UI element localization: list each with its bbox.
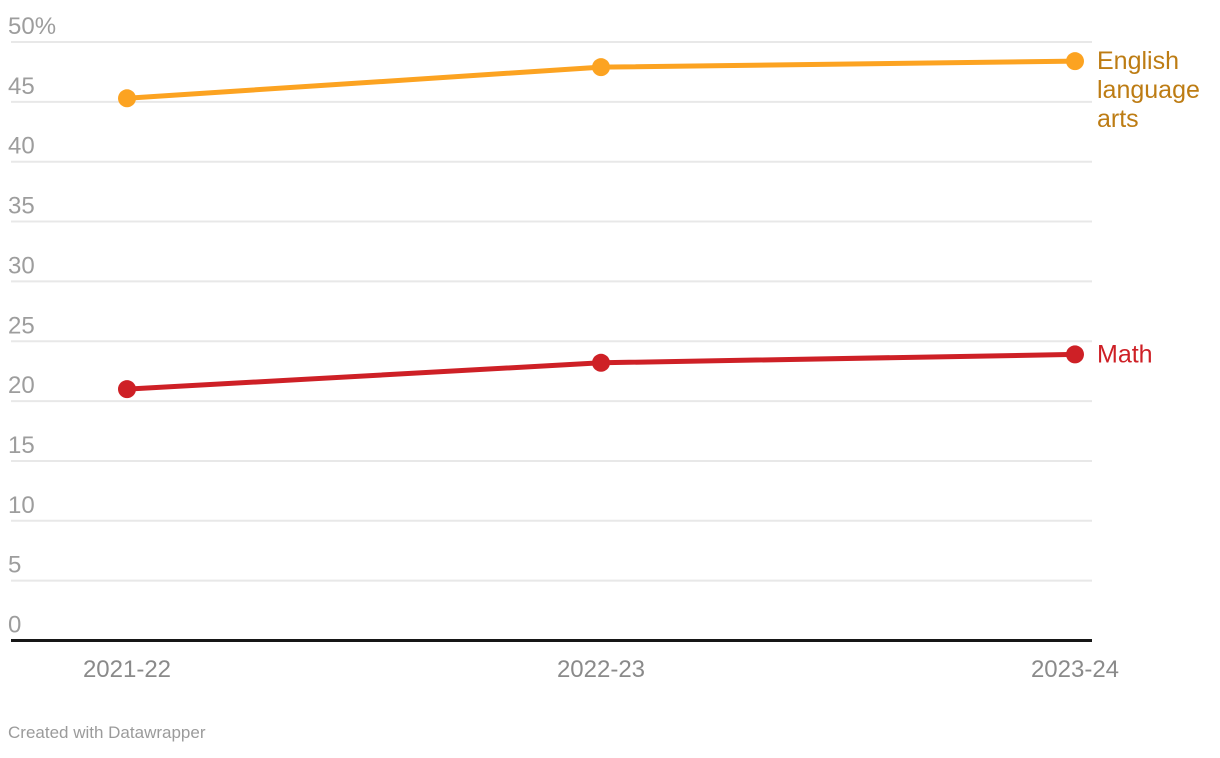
math-point-2021-22[interactable] xyxy=(118,380,136,399)
english-language-arts-point-2023-24[interactable] xyxy=(1066,52,1084,71)
math-point-2022-23[interactable] xyxy=(592,353,610,372)
y-tick-label: 30 xyxy=(8,252,35,279)
y-tick-label: 25 xyxy=(8,312,35,339)
y-tick-label: 50% xyxy=(8,13,56,40)
english-language-arts-point-2021-22[interactable] xyxy=(118,89,136,108)
y-tick-label: 35 xyxy=(8,193,35,220)
y-tick-label: 5 xyxy=(8,552,21,579)
series-label-english-language-arts: English language arts xyxy=(1097,47,1200,133)
x-tick-label: 2022-23 xyxy=(557,656,645,683)
math-point-2023-24[interactable] xyxy=(1066,345,1084,364)
english-language-arts-point-2022-23[interactable] xyxy=(592,58,610,77)
y-tick-label: 20 xyxy=(8,372,35,399)
y-tick-label: 0 xyxy=(8,612,21,639)
x-tick-label: 2023-24 xyxy=(1031,656,1119,683)
datawrapper-credit-link[interactable]: Created with Datawrapper xyxy=(8,723,206,742)
series-label-math: Math xyxy=(1097,340,1153,368)
y-tick-label: 45 xyxy=(8,73,35,100)
x-tick-label: 2021-22 xyxy=(83,656,171,683)
y-tick-label: 15 xyxy=(8,432,35,459)
y-tick-label: 10 xyxy=(8,492,35,519)
y-tick-label: 40 xyxy=(8,133,35,160)
